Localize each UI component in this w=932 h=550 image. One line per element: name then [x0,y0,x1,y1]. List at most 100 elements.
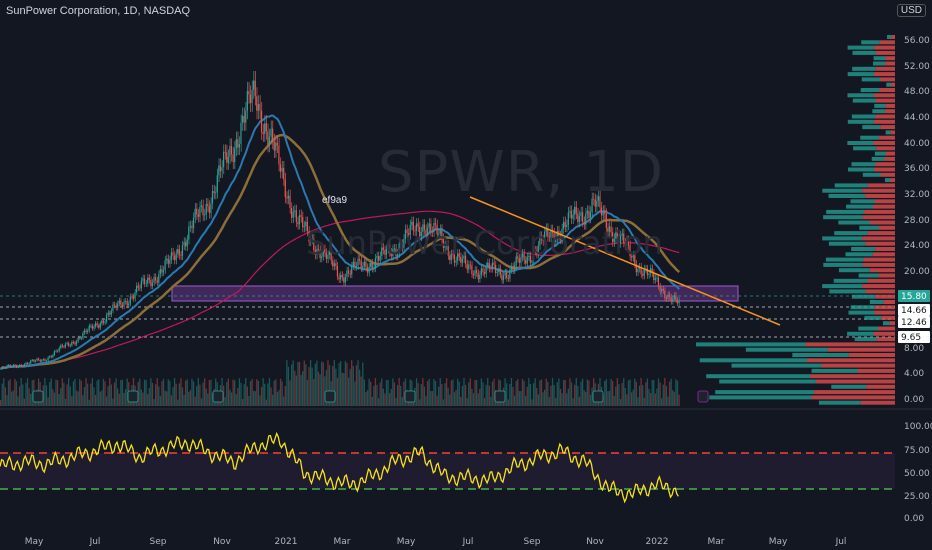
volume-profile-bar [865,241,895,246]
volume-bar [544,389,546,406]
volume-bar [333,360,335,406]
volume-profile-bar [834,183,868,188]
candle-body [526,256,528,264]
volume-bar [102,378,105,406]
volume-bar [531,399,533,406]
candle-body [321,256,323,259]
volume-bar [229,389,231,406]
candle-body [525,260,527,264]
candle-body [272,128,274,142]
candle-body [232,154,234,162]
volume-profile-bar [875,305,895,310]
volume-bar [634,378,636,406]
volume-bar [561,393,563,406]
volume-bar [295,375,298,406]
candle-body [575,206,577,214]
volume-bar [466,398,468,406]
currency-badge[interactable]: USD [896,4,926,17]
volume-bar [254,391,256,406]
candle-body [368,266,370,273]
volume-bar [60,388,62,406]
volume-bar [289,380,291,406]
volume-bar [445,378,448,406]
candle-body [615,232,617,239]
volume-bar [105,396,108,406]
volume-bar [117,388,119,406]
volume-bar [322,362,324,406]
volume-bar [50,378,52,406]
volume-bar [553,384,555,406]
candle-body [189,225,191,227]
volume-bar [564,379,566,406]
candle-body [15,365,17,368]
candle-body [333,263,335,267]
price-label: 14.66 [901,306,927,316]
volume-bar [245,378,247,406]
candle-body [287,195,289,199]
candle-body [594,199,596,207]
candle-body [259,104,261,111]
candle-body [488,262,490,269]
volume-bar [449,394,451,406]
candle-body [627,240,629,246]
volume-bar [651,379,653,406]
candle-body [218,165,220,176]
volume-bar [675,379,677,406]
volume-profile-bar [826,209,865,214]
candle-body [183,242,185,246]
x-tick-label: Sep [150,537,167,547]
volume-profile-bar [834,231,868,236]
volume-profile-bar [822,284,863,289]
volume-bar [82,395,84,406]
volume-bar [637,397,639,406]
candle-body [7,364,10,366]
volume-bar [439,378,441,406]
volume-bar [444,383,446,406]
volume-bar [210,379,212,406]
candle-body [430,223,432,232]
candle-body [393,248,395,250]
candle-body [308,231,310,242]
volume-bar [381,378,383,406]
candle-body [137,285,139,288]
volume-bar [545,378,547,406]
volume-bar [379,382,381,406]
candle-body [243,115,245,123]
volume-bar [143,379,146,406]
volume-bar [577,385,579,406]
candle-body [471,265,473,275]
volume-bar [243,384,245,406]
candle-body [94,323,97,327]
candle-body [401,244,403,248]
volume-bar [287,366,290,406]
volume-profile-bar [861,40,880,45]
rsi-y-tick-label: 25.00 [904,492,930,502]
volume-bar [455,389,457,406]
volume-profile-bar [695,342,806,347]
volume-bar [589,394,592,406]
candle-body [518,258,520,263]
volume-bar [324,376,326,406]
candle-body [490,268,492,270]
candle-body [316,248,318,255]
volume-bar [581,378,584,406]
candle-body [577,213,579,222]
volume-bar [251,378,253,406]
volume-bar [540,379,543,406]
candle-body [17,366,19,368]
candle-body [208,206,210,213]
volume-bar [461,385,464,406]
volume-bar [607,391,609,406]
candle-body [132,296,135,299]
candle-body [515,256,517,266]
symbol-title[interactable]: SunPower Corporation, 1D, NASDAQ [6,5,191,17]
volume-bar [668,381,671,406]
candle-body [371,263,373,269]
candle-body [72,342,74,343]
volume-bar [63,382,65,406]
volume-bar [566,393,568,406]
candle-body [264,123,266,134]
candle-body [504,272,506,276]
volume-profile-bar [869,268,895,273]
candle-body [131,296,133,298]
